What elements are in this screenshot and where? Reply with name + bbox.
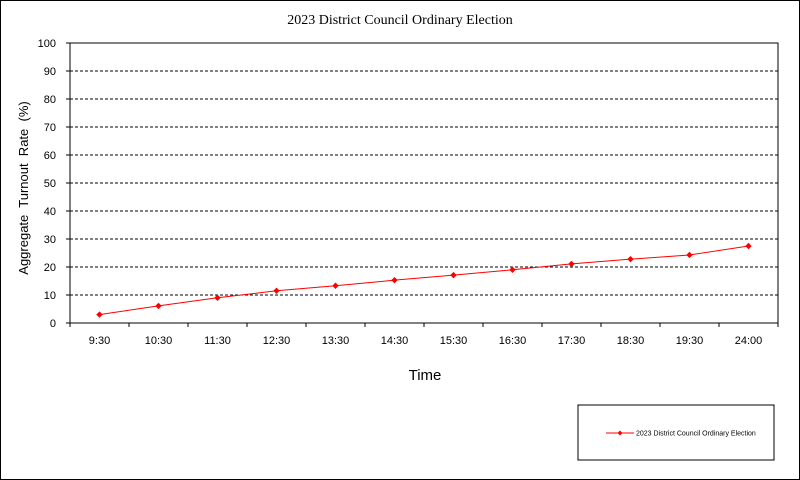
data-point: [96, 311, 103, 318]
y-tick-label: 30: [44, 234, 56, 246]
y-axis-ticks: 0 10 20 30 40 50 60 70 80 90 100: [38, 38, 70, 330]
y-tick-label: 60: [44, 150, 56, 162]
x-tick-label: 10:30: [145, 335, 173, 347]
x-tick-label: 9:30: [89, 335, 110, 347]
x-axis-ticks: 9:30 10:30 11:30 12:30 13:30 14:30 15:30 16:30 1…: [69, 323, 779, 347]
y-tick-label: 0: [50, 318, 56, 330]
x-tick-label: 16:30: [499, 335, 527, 347]
data-point: [509, 266, 516, 273]
x-axis-label: Time: [409, 367, 442, 384]
y-tick-label: 40: [44, 206, 56, 218]
y-tick-label: 50: [44, 178, 56, 190]
data-point: [332, 282, 339, 289]
data-point: [686, 251, 693, 259]
x-tick-label: 13:30: [322, 335, 350, 347]
x-tick-label: 24:00: [735, 335, 763, 347]
y-tick-label: 90: [44, 66, 56, 78]
x-tick-label: 14:30: [381, 335, 409, 347]
chart-title: 2023 District Council Ordinary Election: [287, 13, 513, 28]
series-line-group: [96, 242, 752, 318]
data-point: [450, 271, 457, 279]
data-point: [627, 255, 634, 263]
y-tick-label: 100: [38, 38, 56, 50]
y-axis-label: Aggregate Turnout Rate (%): [16, 101, 31, 274]
legend: 2023 District Council Ordinary Election: [577, 404, 775, 461]
data-point: [391, 276, 398, 284]
x-tick-label: 15:30: [440, 335, 468, 347]
x-tick-label: 18:30: [617, 335, 645, 347]
series-line: [99, 245, 749, 316]
x-tick-label: 12:30: [263, 335, 291, 347]
data-point: [273, 287, 280, 294]
data-point: [214, 294, 221, 301]
x-tick-label: 11:30: [204, 335, 231, 347]
y-tick-label: 70: [44, 122, 56, 134]
y-tick-label: 20: [44, 262, 56, 274]
legend-marker-swatch: [617, 430, 623, 436]
legend-entry-label: 2023 District Council Ordinary Election: [636, 431, 756, 438]
grid-lines: [70, 70, 778, 296]
data-point: [745, 242, 752, 250]
data-point: [155, 302, 162, 310]
x-tick-label: 17:30: [558, 335, 586, 347]
y-tick-label: 80: [44, 94, 56, 106]
data-point: [568, 260, 575, 268]
x-tick-label: 19:30: [676, 335, 704, 347]
y-tick-label: 10: [44, 290, 56, 302]
